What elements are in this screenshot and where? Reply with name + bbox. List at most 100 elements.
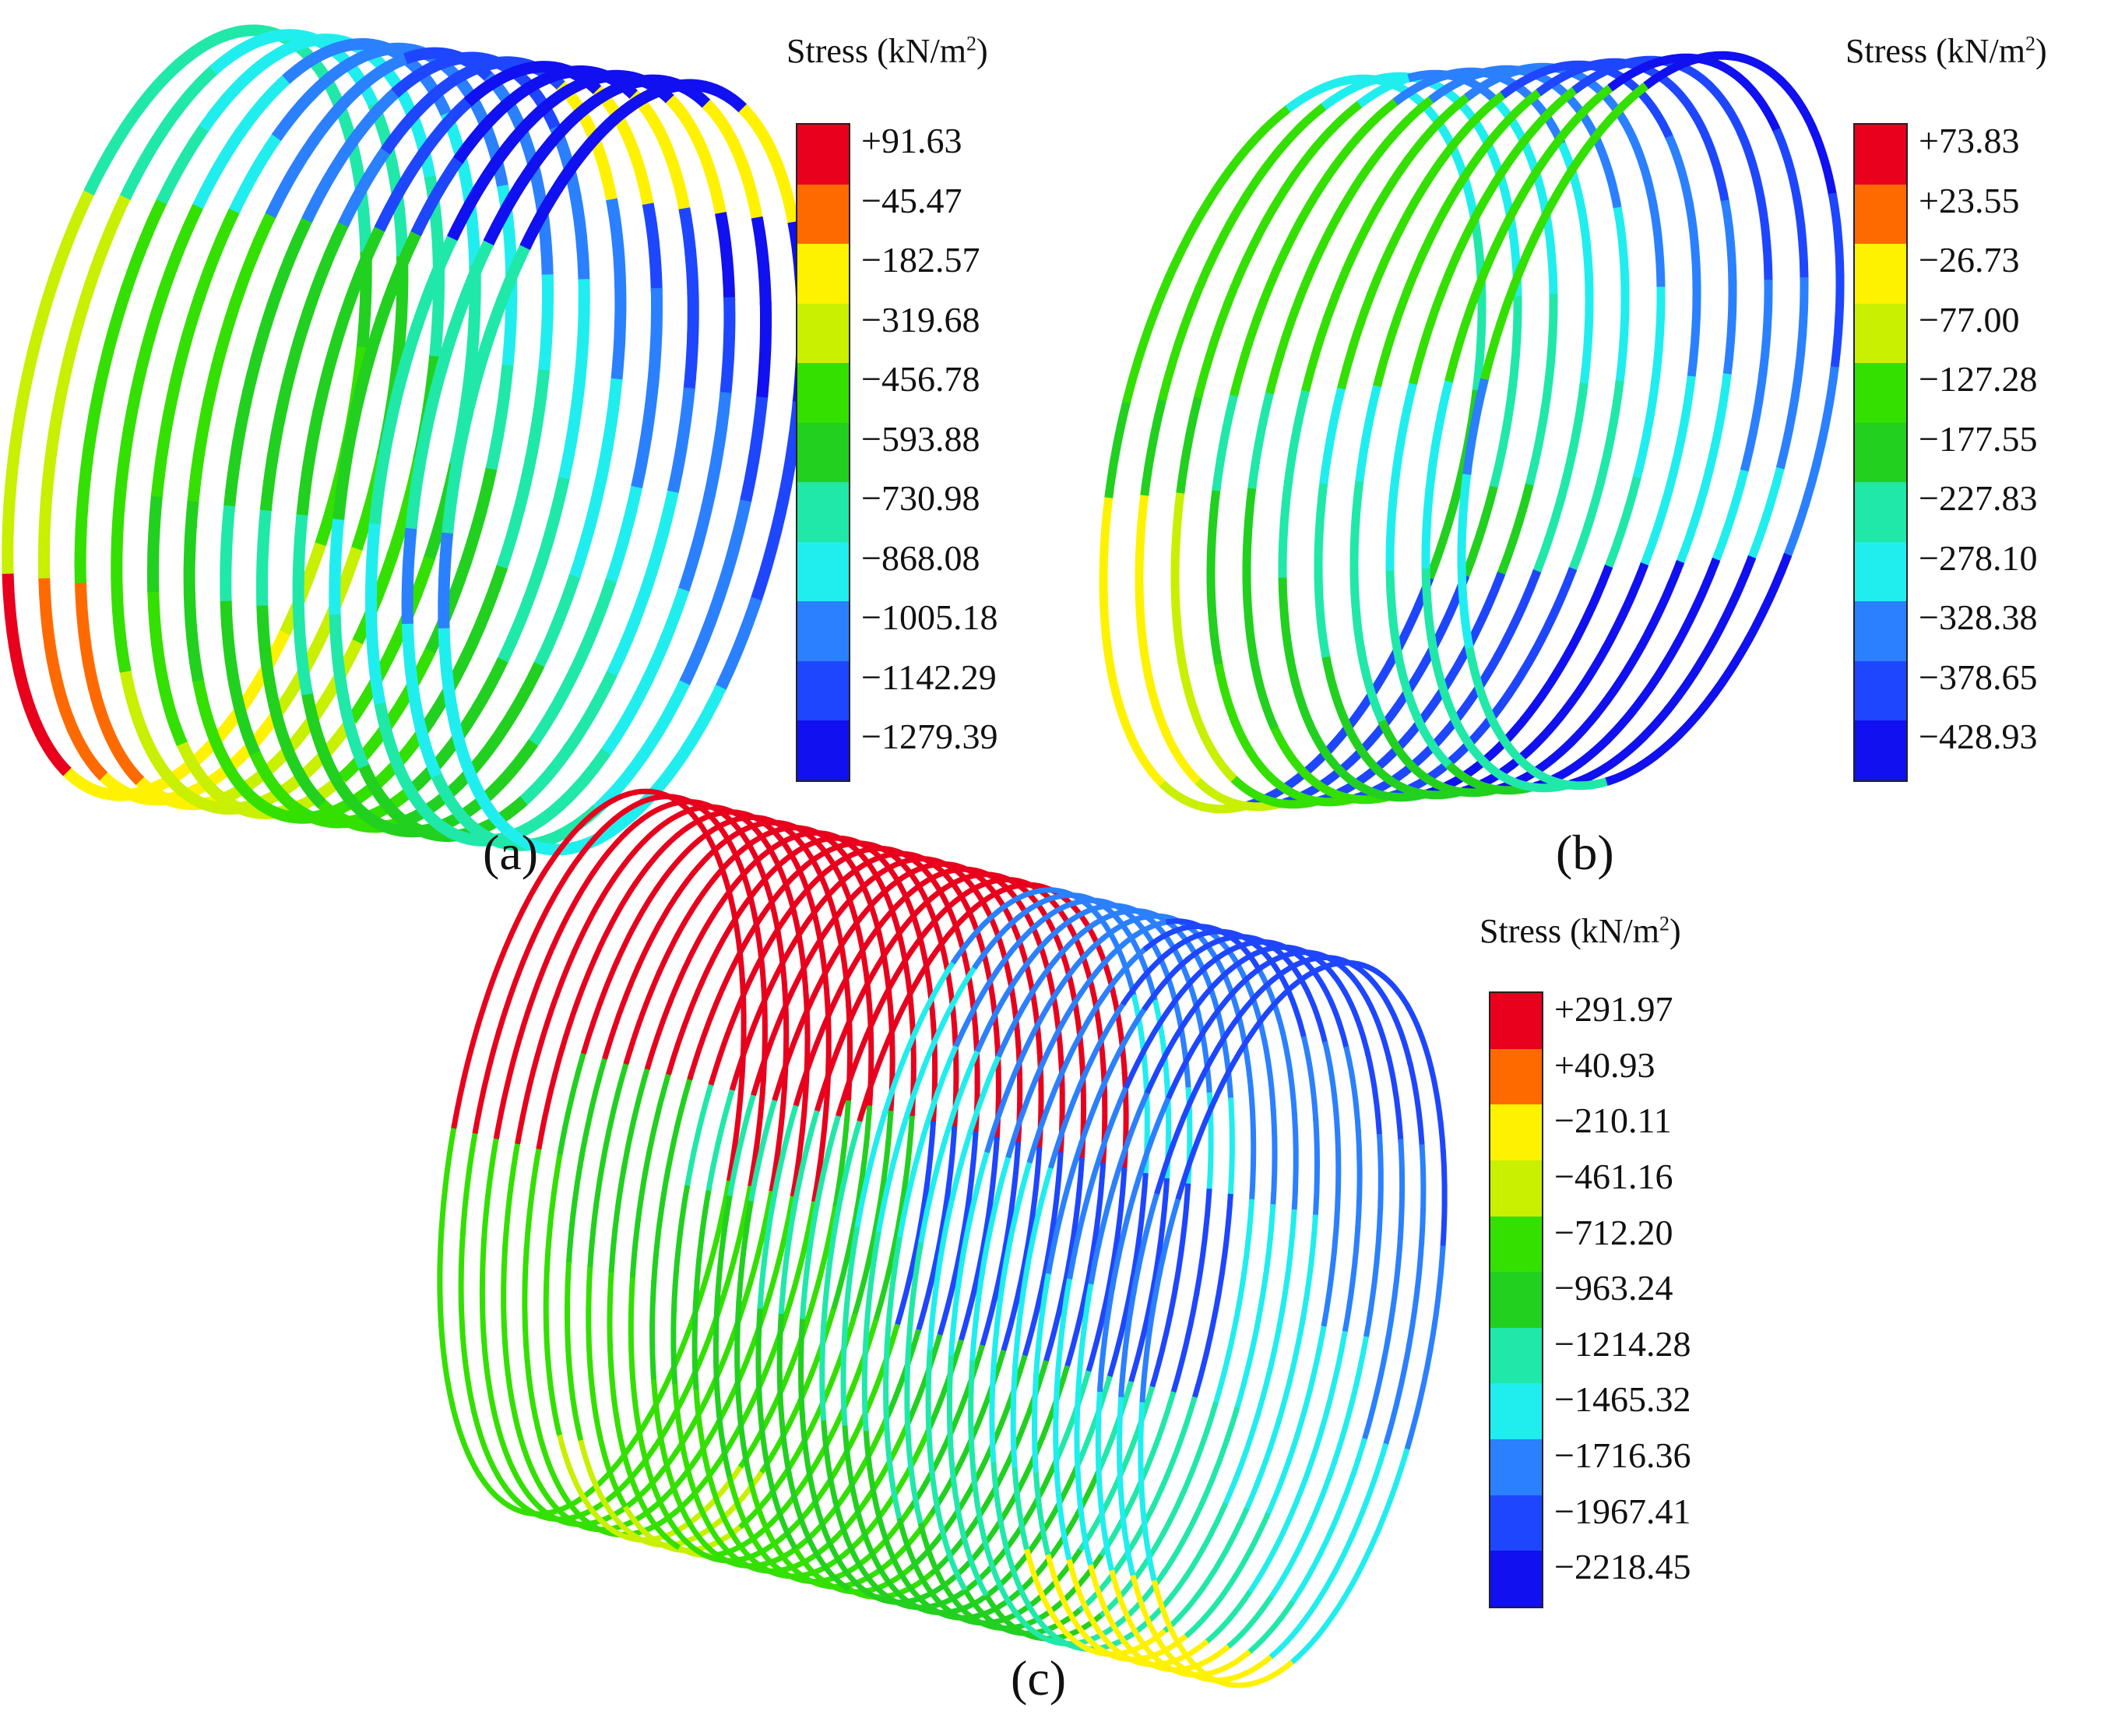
- ring-segment: [1320, 984, 1349, 1051]
- legend-tick-label: +40.93: [1554, 1044, 1655, 1085]
- ring-segment: [1045, 1168, 1076, 1275]
- ring-segment: [1473, 200, 1522, 291]
- ring-segment: [1360, 1337, 1392, 1443]
- ring-segment: [712, 1294, 721, 1395]
- ring-segment: [959, 896, 989, 962]
- ring-segment: [548, 65, 598, 83]
- ring-segment: [747, 1478, 776, 1545]
- ring-segment: [1256, 968, 1286, 1035]
- ring-segment: [1701, 132, 1730, 205]
- ring-segment: [1170, 581, 1187, 667]
- ring-segment: [1265, 295, 1304, 395]
- ring-segment: [357, 762, 399, 817]
- ring-segment: [1215, 1193, 1233, 1301]
- ring-segment: [1066, 1157, 1085, 1265]
- ring-segment: [1321, 1220, 1340, 1327]
- ring-segment: [166, 294, 206, 399]
- ring-segment: [1541, 211, 1558, 298]
- ring-segment: [1242, 576, 1259, 663]
- legend-swatch: [1490, 1048, 1542, 1105]
- ring-segment: [1328, 1438, 1367, 1534]
- ring-segment: [1577, 209, 1594, 295]
- ring-segment: [729, 995, 769, 1091]
- ring-segment: [296, 410, 325, 516]
- ring-segment: [437, 1227, 445, 1328]
- ring-segment: [544, 1349, 562, 1436]
- ring-segment: [1378, 94, 1436, 152]
- ring-segment: [403, 47, 453, 65]
- ring-segment: [321, 757, 363, 813]
- ring-segment: [460, 180, 481, 269]
- ring-segment: [463, 66, 519, 107]
- ring-segment: [606, 198, 627, 288]
- ring-segment: [716, 852, 766, 908]
- ring-segment: [1336, 767, 1383, 800]
- legend-swatch: [797, 184, 849, 245]
- ring-segment: [1275, 1316, 1307, 1422]
- ring-segment: [1265, 772, 1311, 805]
- ring-segment: [589, 821, 639, 877]
- ring-segment: [1152, 999, 1170, 1086]
- ring-segment: [1038, 990, 1085, 1069]
- ring-segment: [1152, 1195, 1182, 1301]
- ring-segment: [1596, 380, 1624, 481]
- ring-segment: [893, 1223, 924, 1329]
- ring-segment: [523, 1344, 541, 1431]
- ring-segment: [1045, 1152, 1064, 1259]
- ring-segment: [550, 871, 596, 949]
- ring-segment: [38, 478, 55, 579]
- ring-segment: [800, 1212, 818, 1319]
- ring-segment: [1258, 1025, 1276, 1112]
- ring-segment: [656, 896, 702, 975]
- ring-segment: [824, 846, 871, 875]
- ring-segment: [936, 1233, 966, 1340]
- ring-segment: [672, 1380, 690, 1467]
- ring-segment: [644, 974, 684, 1070]
- legend-swatch: [797, 363, 849, 424]
- ring-segment: [1129, 937, 1159, 1004]
- ring-segment: [1278, 574, 1295, 660]
- ring-segment: [492, 1416, 522, 1483]
- ring-segment: [1421, 472, 1436, 569]
- ring-segment: [256, 505, 273, 606]
- ring-segment: [990, 1458, 1008, 1545]
- ring-segment: [1405, 1005, 1434, 1071]
- ring-segment: [832, 1100, 851, 1208]
- ring-segment: [969, 1253, 988, 1361]
- ring-segment: [1089, 1618, 1127, 1660]
- ring-segment: [513, 1421, 543, 1488]
- ring-segment: [1023, 1546, 1053, 1612]
- ring-segment: [1069, 1078, 1109, 1174]
- legend-tick-label: −210.11: [1554, 1100, 1672, 1141]
- ring-segment: [1278, 974, 1307, 1040]
- ring-segment: [66, 725, 108, 781]
- ring-segment: [1237, 1019, 1255, 1107]
- ring-segment: [1512, 132, 1567, 208]
- legend-swatch: [1855, 541, 1906, 602]
- ring-segment: [97, 770, 144, 805]
- ring-segment: [1318, 1326, 1349, 1433]
- ring-segment: [839, 1318, 879, 1414]
- ring-segment: [1532, 477, 1571, 576]
- ring-segment: [611, 794, 659, 822]
- ring-segment: [318, 48, 373, 89]
- ring-segment: [1283, 386, 1311, 487]
- ring-segment: [568, 477, 607, 582]
- ring-segment: [1333, 1123, 1342, 1224]
- ring-segment: [1078, 941, 1127, 996]
- ring-segment: [1711, 465, 1750, 565]
- ring-segment: [1023, 1146, 1043, 1255]
- legend-swatch: [1490, 1383, 1542, 1440]
- ring-segment: [684, 1463, 713, 1530]
- ring-segment: [1307, 99, 1364, 157]
- ring-segment: [920, 1042, 960, 1138]
- ring-segment: [459, 1329, 477, 1415]
- ring-segment: [1830, 275, 1845, 371]
- ring-segment: [908, 899, 957, 955]
- ring-segment: [1247, 982, 1297, 1037]
- ring-segment: [1556, 645, 1610, 721]
- ring-segment: [897, 937, 916, 1023]
- ring-segment: [851, 1213, 881, 1319]
- ring-segment: [559, 953, 600, 1050]
- ring-segment: [1310, 1533, 1356, 1611]
